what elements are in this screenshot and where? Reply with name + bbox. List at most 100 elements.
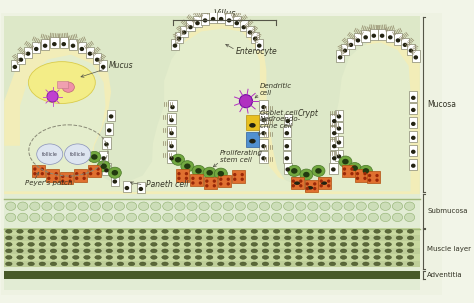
Circle shape [313, 182, 317, 185]
Ellipse shape [151, 262, 157, 266]
Text: Proliferating
stem cell: Proliferating stem cell [220, 150, 263, 164]
Circle shape [213, 179, 216, 183]
Ellipse shape [396, 255, 402, 259]
Ellipse shape [229, 249, 235, 253]
Ellipse shape [351, 249, 358, 253]
Ellipse shape [18, 202, 28, 210]
Ellipse shape [303, 172, 310, 177]
Circle shape [89, 167, 92, 171]
Circle shape [199, 177, 202, 180]
Circle shape [350, 172, 354, 175]
Ellipse shape [106, 262, 112, 266]
Ellipse shape [42, 202, 52, 210]
Ellipse shape [294, 181, 300, 185]
Bar [292, 177, 302, 187]
Bar [283, 126, 291, 138]
Ellipse shape [95, 236, 101, 240]
Ellipse shape [296, 249, 302, 253]
Ellipse shape [261, 156, 266, 160]
Ellipse shape [206, 236, 213, 240]
Ellipse shape [95, 58, 100, 62]
Ellipse shape [392, 213, 402, 221]
Ellipse shape [380, 202, 391, 210]
Bar [24, 47, 32, 58]
Ellipse shape [332, 156, 337, 160]
Ellipse shape [262, 255, 269, 259]
Ellipse shape [340, 236, 347, 240]
Text: follicle: follicle [70, 152, 86, 157]
Bar [11, 60, 19, 71]
Ellipse shape [284, 249, 291, 253]
Ellipse shape [17, 236, 23, 240]
Bar [204, 177, 217, 189]
Ellipse shape [229, 262, 235, 266]
Ellipse shape [125, 186, 129, 190]
Ellipse shape [91, 154, 98, 160]
Ellipse shape [307, 229, 313, 233]
Ellipse shape [78, 202, 88, 210]
Circle shape [356, 172, 359, 175]
Ellipse shape [240, 249, 246, 253]
Circle shape [69, 175, 72, 178]
Ellipse shape [17, 242, 23, 246]
Ellipse shape [251, 236, 257, 240]
Ellipse shape [251, 262, 257, 266]
Ellipse shape [223, 202, 233, 210]
Ellipse shape [240, 262, 246, 266]
Bar [304, 180, 318, 192]
Ellipse shape [396, 38, 400, 42]
Ellipse shape [396, 249, 402, 253]
Ellipse shape [363, 262, 369, 266]
Ellipse shape [308, 213, 318, 221]
Ellipse shape [73, 236, 79, 240]
Circle shape [61, 179, 64, 183]
Ellipse shape [261, 131, 266, 135]
Bar [319, 177, 331, 189]
Bar [209, 12, 217, 23]
Ellipse shape [344, 213, 354, 221]
Ellipse shape [28, 236, 35, 240]
Ellipse shape [112, 179, 117, 184]
Ellipse shape [240, 255, 246, 259]
Bar [232, 170, 245, 182]
Bar [407, 44, 415, 55]
Ellipse shape [291, 168, 298, 174]
Ellipse shape [241, 25, 246, 29]
Ellipse shape [173, 242, 180, 246]
Circle shape [177, 172, 181, 175]
Ellipse shape [184, 262, 191, 266]
Text: Peyer's patch: Peyer's patch [25, 180, 72, 186]
Ellipse shape [247, 213, 257, 221]
Circle shape [82, 177, 86, 180]
Ellipse shape [128, 249, 135, 253]
Ellipse shape [273, 249, 280, 253]
Ellipse shape [284, 262, 291, 266]
Ellipse shape [106, 236, 112, 240]
Ellipse shape [283, 213, 294, 221]
Ellipse shape [42, 213, 52, 221]
Ellipse shape [206, 229, 213, 233]
Circle shape [69, 179, 72, 183]
Ellipse shape [117, 255, 124, 259]
Ellipse shape [28, 255, 35, 259]
Bar [167, 139, 176, 150]
Circle shape [185, 177, 188, 180]
Ellipse shape [218, 229, 224, 233]
Ellipse shape [211, 202, 221, 210]
Ellipse shape [229, 255, 235, 259]
Ellipse shape [195, 262, 202, 266]
Ellipse shape [249, 139, 255, 143]
Ellipse shape [218, 242, 224, 246]
Circle shape [199, 181, 202, 185]
Circle shape [368, 178, 371, 182]
Ellipse shape [28, 262, 35, 266]
Ellipse shape [128, 242, 135, 246]
Ellipse shape [329, 255, 336, 259]
Ellipse shape [407, 236, 414, 240]
Ellipse shape [214, 168, 228, 179]
Ellipse shape [184, 236, 191, 240]
Bar [167, 126, 176, 138]
Bar [259, 139, 268, 150]
Ellipse shape [34, 47, 38, 51]
Ellipse shape [139, 229, 146, 233]
